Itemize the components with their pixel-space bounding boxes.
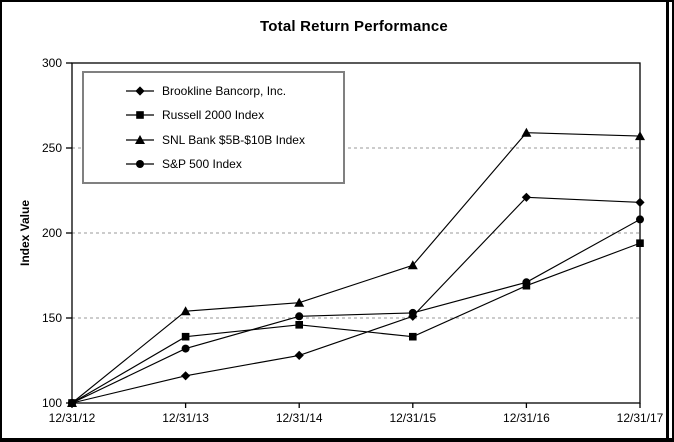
legend-item: Russell 2000 Index [126,108,343,122]
y-tick-label: 100 [42,396,62,410]
legend-item: Brookline Bancorp, Inc. [126,84,343,98]
diamond-marker-glyph [135,85,145,96]
data-point-marker [521,192,531,202]
right-edge-line [666,2,669,438]
legend-item: SNL Bank $5B-$10B Index [126,133,343,147]
legend-item: S&P 500 Index [126,157,343,171]
y-tick-label: 250 [42,141,62,155]
legend-item-label: S&P 500 Index [162,157,242,172]
data-point-marker [407,260,418,270]
data-point-marker [295,321,303,329]
legend-box: Brookline Bancorp, Inc. Russell 2000 Inde… [82,71,345,184]
data-point-marker [294,350,304,360]
data-point-marker [636,239,644,247]
y-axis-title: Index Value [18,199,32,267]
data-point-marker [409,332,417,341]
x-tick-label: 12/31/14 [276,411,323,425]
triangle-marker-icon [126,134,154,144]
data-point-marker [294,297,305,307]
data-point-marker [408,308,417,317]
circle-marker-icon [126,160,154,169]
triangle-marker-glyph [135,134,145,144]
data-point-marker [522,278,531,287]
x-tick-label: 12/31/16 [503,411,550,425]
x-tick-label: 12/31/12 [49,411,96,425]
x-tick-label: 12/31/15 [389,411,436,425]
x-tick-label: 12/31/17 [617,411,664,425]
square-marker-glyph [136,111,144,119]
series-line [71,196,641,404]
square-marker-icon [126,111,154,119]
legend-item-label: Russell 2000 Index [162,108,265,123]
series-line [71,218,641,404]
series-line [71,242,641,404]
data-point-marker [635,197,645,207]
data-point-marker [181,344,190,353]
data-point-marker [636,215,644,224]
data-point-marker [68,399,76,407]
y-tick-label: 300 [42,56,62,70]
diamond-marker-icon [126,85,154,96]
circle-marker-glyph [136,160,144,169]
data-point-marker [521,127,532,137]
legend-item-label: Brookline Bancorp, Inc. [162,83,287,98]
data-point-marker [180,306,191,316]
data-point-marker [295,312,304,321]
y-tick-label: 200 [42,226,62,240]
legend-item-label: SNL Bank $5B-$10B Index [162,132,305,147]
x-tick-label: 12/31/13 [162,411,209,425]
data-point-marker [181,371,191,381]
series-line [71,132,641,404]
data-point-marker [181,332,190,341]
chart-title: Total Return Performance [260,18,448,35]
y-tick-label: 150 [42,311,62,325]
data-point-marker [635,131,645,141]
